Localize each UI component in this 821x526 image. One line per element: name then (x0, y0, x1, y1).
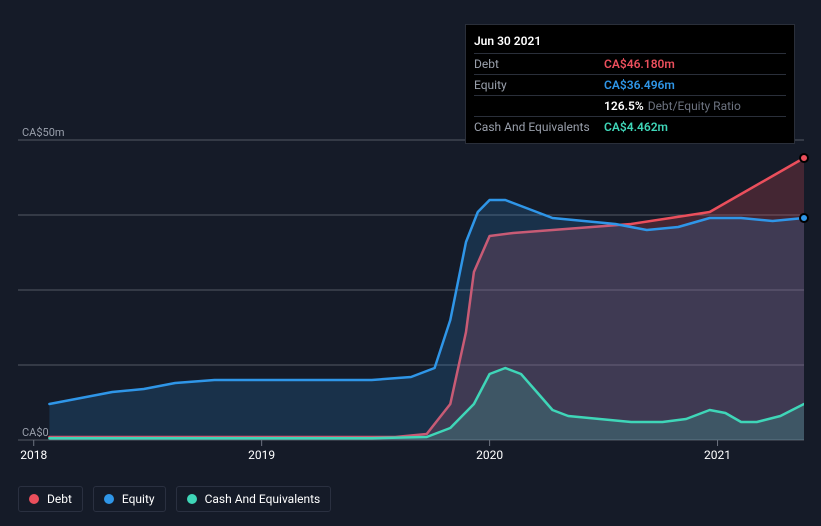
tooltip-row-label (474, 99, 604, 113)
x-axis-label: 2020 (476, 448, 503, 462)
tooltip-row: Cash And EquivalentsCA$4.462m (474, 116, 786, 137)
legend-item[interactable]: Equity (93, 486, 166, 512)
legend: Debt Equity Cash And Equivalents (18, 486, 331, 512)
tooltip-row: 126.5% Debt/Equity Ratio (474, 95, 786, 116)
legend-dot-icon (29, 494, 39, 504)
root: CA$50mCA$0 2018201920202021 Jun 30 2021 … (0, 0, 821, 526)
tooltip-row-label: Debt (474, 57, 604, 71)
tooltip-ratio-value: 126.5% (604, 99, 644, 113)
x-axis-label: 2018 (20, 448, 47, 462)
tooltip-row-value: CA$4.462m (604, 120, 668, 134)
tooltip-row-value: CA$36.496m (604, 78, 675, 92)
legend-item[interactable]: Cash And Equivalents (176, 486, 332, 512)
legend-item[interactable]: Debt (18, 486, 83, 512)
plot-svg (18, 140, 804, 440)
x-axis-label: 2021 (704, 448, 731, 462)
legend-dot-icon (104, 494, 114, 504)
tooltip-row-label: Cash And Equivalents (474, 120, 604, 134)
tooltip-row-value: CA$46.180m (604, 57, 675, 71)
series-marker (799, 153, 809, 163)
tooltip: Jun 30 2021 DebtCA$46.180mEquityCA$36.49… (465, 24, 795, 144)
tooltip-row: EquityCA$36.496m (474, 74, 786, 95)
legend-dot-icon (187, 494, 197, 504)
series-area (49, 200, 804, 440)
tooltip-ratio-label: Debt/Equity Ratio (648, 99, 741, 113)
tooltip-row-label: Equity (474, 78, 604, 92)
y-axis-label: CA$50m (22, 126, 65, 139)
tooltip-row: DebtCA$46.180m (474, 53, 786, 74)
y-axis-label: CA$0 (22, 426, 49, 439)
series-marker (799, 213, 809, 223)
legend-label: Cash And Equivalents (205, 492, 321, 506)
legend-label: Equity (122, 492, 155, 506)
tooltip-title: Jun 30 2021 (474, 31, 786, 53)
legend-label: Debt (47, 492, 72, 506)
x-axis-label: 2019 (248, 448, 275, 462)
